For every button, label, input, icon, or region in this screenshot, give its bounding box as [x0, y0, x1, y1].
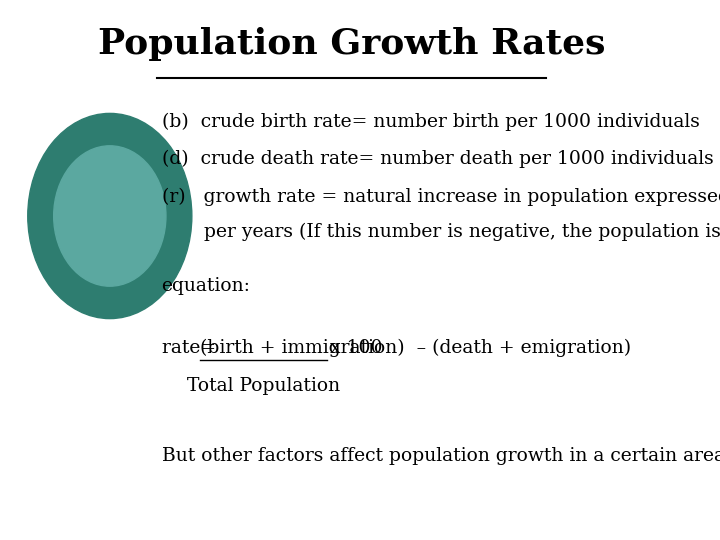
Text: (r)   growth rate = natural increase in population expressed as percent: (r) growth rate = natural increase in po…	[161, 188, 720, 206]
Circle shape	[28, 113, 192, 319]
Text: per years (If this number is negative, the population is shrinking.): per years (If this number is negative, t…	[161, 223, 720, 241]
Text: equation:: equation:	[161, 277, 251, 295]
Text: (b)  crude birth rate= number birth per 1000 individuals: (b) crude birth rate= number birth per 1…	[161, 112, 700, 131]
Text: (birth + immigration)  – (death + emigration): (birth + immigration) – (death + emigrat…	[199, 339, 631, 357]
Text: rate=: rate=	[161, 339, 222, 357]
Text: Total Population: Total Population	[186, 377, 340, 395]
Circle shape	[54, 146, 166, 286]
Text: Population Growth Rates: Population Growth Rates	[98, 28, 606, 61]
Text: x 100: x 100	[330, 339, 383, 357]
Text: But other factors affect population growth in a certain area…: But other factors affect population grow…	[161, 447, 720, 465]
Text: (d)  crude death rate= number death per 1000 individuals: (d) crude death rate= number death per 1…	[161, 150, 714, 168]
